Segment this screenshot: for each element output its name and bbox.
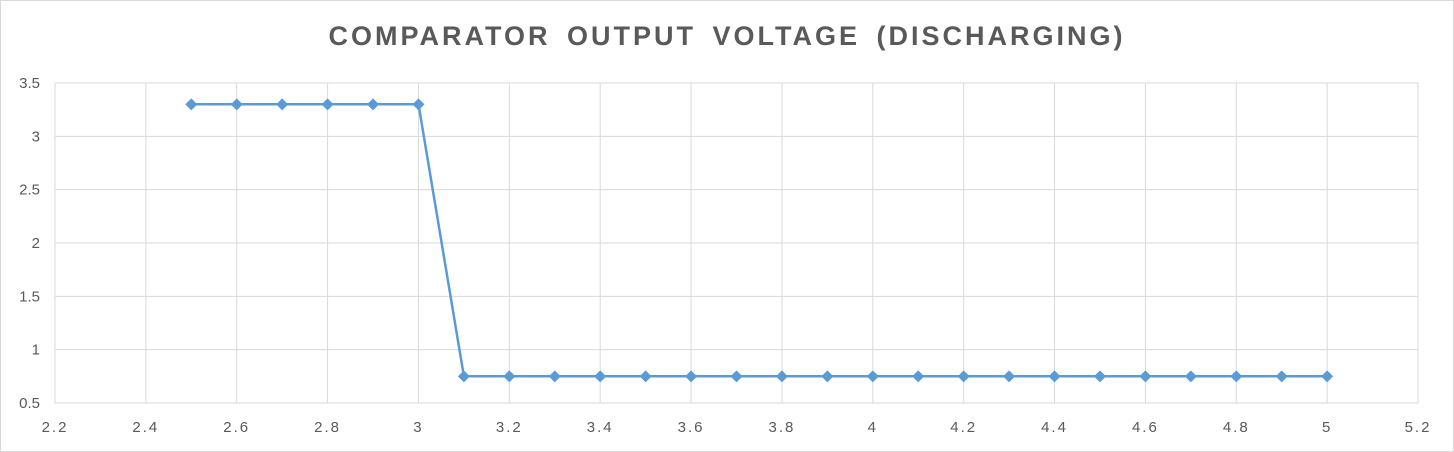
y-tick-label: 1 <box>32 342 40 359</box>
y-tick-label: 3 <box>32 128 40 145</box>
data-point-marker <box>185 98 198 111</box>
data-point-marker <box>1230 370 1243 383</box>
x-tick-label: 3.6 <box>678 419 705 436</box>
data-point-marker <box>321 98 334 111</box>
data-point-marker <box>1093 370 1106 383</box>
x-tick-label: 2.4 <box>132 419 159 436</box>
data-point-marker <box>912 370 925 383</box>
y-tick-label: 3.5 <box>19 75 40 92</box>
data-point-marker <box>730 370 743 383</box>
data-point-marker <box>367 98 380 111</box>
data-point-marker <box>1275 370 1288 383</box>
data-point-marker <box>1184 370 1197 383</box>
data-point-marker <box>412 98 425 111</box>
data-point-marker <box>503 370 516 383</box>
data-point-marker <box>821 370 834 383</box>
data-point-marker <box>866 370 879 383</box>
y-tick-label: 2.5 <box>19 182 40 199</box>
x-tick-label: 3 <box>413 419 423 436</box>
x-tick-label: 2.2 <box>42 419 69 436</box>
x-tick-label: 3.8 <box>769 419 796 436</box>
x-tick-label: 4.4 <box>1041 419 1068 436</box>
data-point-marker <box>1321 370 1334 383</box>
x-tick-label: 5.2 <box>1405 419 1432 436</box>
series-line <box>191 103 1328 378</box>
data-point-marker <box>1048 370 1061 383</box>
x-tick-label: 2.6 <box>223 419 250 436</box>
grid-lines <box>54 82 1419 404</box>
y-tick-label: 2 <box>32 235 40 252</box>
x-tick-label: 3.2 <box>496 419 523 436</box>
data-point-marker <box>775 370 788 383</box>
y-tick-label: 0.5 <box>19 395 40 412</box>
data-point-marker <box>957 370 970 383</box>
series-group <box>185 98 1334 383</box>
chart-title: COMPARATOR OUTPUT VOLTAGE (DISCHARGING) <box>328 21 1126 51</box>
data-point-marker <box>1003 370 1016 383</box>
x-axis-ticks: 2.2 2.4 2.6 2.8 3 3.2 3.4 3.6 3.8 4 4.2 4.4 4.6 4.8 5 5… <box>42 419 1432 436</box>
x-tick-label: 4.8 <box>1223 419 1250 436</box>
data-point-marker <box>594 370 607 383</box>
data-point-marker <box>639 370 652 383</box>
y-axis-ticks: 0.5 1 1.5 2 2.5 3 3.5 <box>19 75 40 412</box>
data-point-marker <box>1139 370 1152 383</box>
x-tick-label: 4 <box>868 419 878 436</box>
data-point-marker <box>548 370 561 383</box>
data-point-marker <box>457 370 470 383</box>
data-point-marker <box>230 98 243 111</box>
x-tick-label: 4.2 <box>950 419 977 436</box>
x-tick-label: 5 <box>1322 419 1332 436</box>
x-tick-label: 3.4 <box>587 419 614 436</box>
x-tick-label: 4.6 <box>1132 419 1159 436</box>
y-tick-label: 1.5 <box>19 288 40 305</box>
x-tick-label: 2.8 <box>314 419 341 436</box>
data-point-marker <box>276 98 289 111</box>
data-point-marker <box>685 370 698 383</box>
